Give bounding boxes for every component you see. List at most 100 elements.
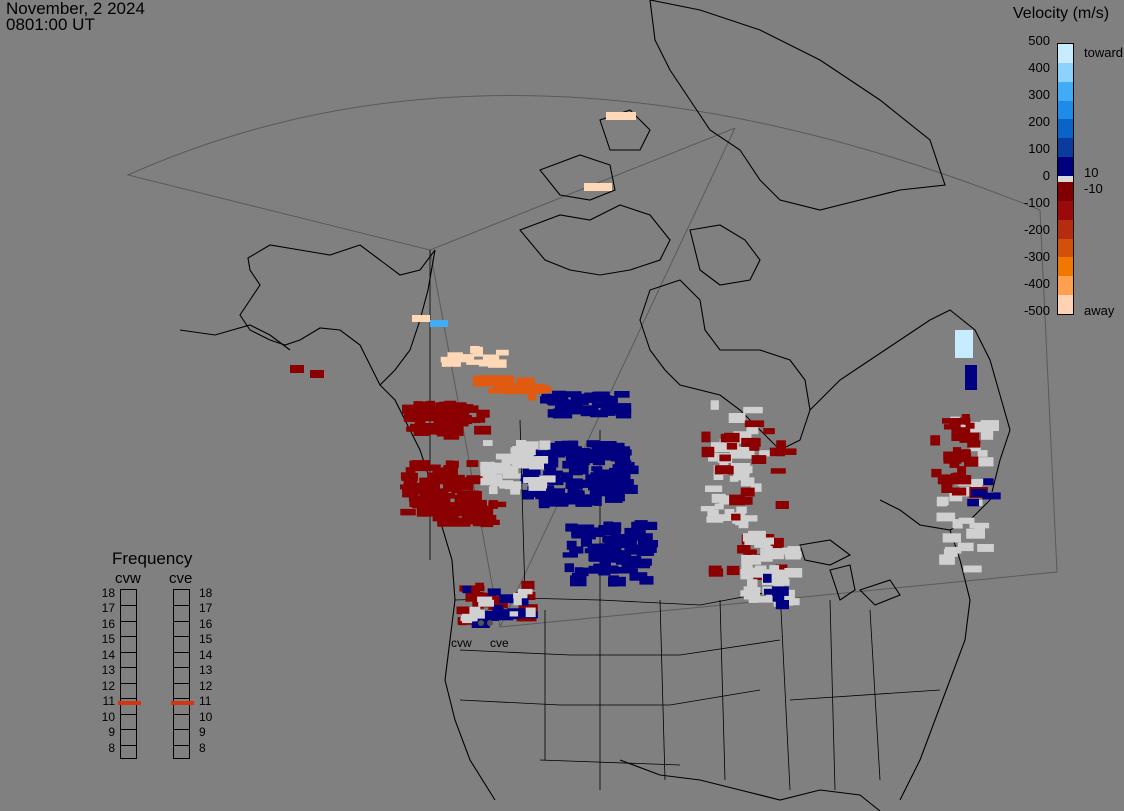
radar-cell [580,536,592,547]
radar-cell [980,420,999,431]
radar-cell [965,422,975,429]
radar-cell [613,567,631,574]
radar-cell [452,411,470,422]
frequency-gridline [174,651,189,653]
frequency-level-label: 18 [101,586,115,600]
radar-cell [604,404,621,411]
radar-cell [453,517,471,527]
radar-cell [421,479,440,489]
radar-cell [949,460,960,468]
frequency-level-label: 9 [199,725,206,740]
radar-cell [743,406,763,414]
radar-cell [454,354,475,363]
radar-cell [538,496,556,504]
frequency-gridline [174,620,189,622]
radar-cell [943,451,958,461]
frequency-gridline [174,667,189,669]
radar-cell [610,534,628,542]
frequency-level-label: 8 [108,740,115,755]
frequency-bar-cvw [118,589,141,759]
frequency-level-label: 18 [199,586,213,600]
radar-cell [565,478,583,489]
site-label-cve: cve [490,636,509,650]
radar-cell [952,447,962,456]
radar-cell [772,592,785,602]
radar-cell [580,407,599,415]
radar-cell [745,587,761,593]
velocity-tick-label: 300 [1028,87,1050,102]
frequency-gridline [121,651,136,653]
radar-cell [516,440,527,450]
radar-cell [744,420,765,428]
radar-cell [457,490,472,496]
radar-cell [504,481,522,490]
radar-cell [983,478,994,486]
radar-label-cve: cve [169,570,193,587]
radar-cell [602,536,617,543]
velocity-tick-label: 0 [1042,168,1050,183]
radar-cell [967,440,981,448]
frequency-gridline [121,713,136,715]
radar-cell [715,465,732,474]
radar-cell [714,503,724,510]
colorbar-zero-band [1058,176,1073,182]
radar-cell [638,558,652,566]
radar-cell [737,545,751,554]
radar-cell [584,548,596,554]
radar-cell [500,383,511,392]
colorbar-segment [1058,100,1073,120]
velocity-tick-label: -300 [1023,249,1050,264]
radar-cell [483,355,500,361]
radar-cell [950,473,963,484]
radar-cell [616,449,632,456]
frequency-gridline [121,620,136,622]
colorbar-segment [1058,295,1073,315]
radar-cell [740,590,760,597]
velocity-tick-label: 500 [1028,33,1050,48]
radar-cell [555,497,569,507]
radar-cell [710,400,719,410]
radar-cell [512,457,530,469]
velocity-scale-title: Velocity (m/s) [1013,5,1110,22]
radar-cell [509,611,519,617]
radar-cell [470,586,480,595]
radar-cell [787,546,801,553]
radar-cell [951,427,967,437]
frequency-gridline [121,729,136,731]
radar-cell [407,476,418,484]
radar-cell [590,409,608,418]
radar-cell [528,488,541,497]
radar-cell [771,537,784,549]
radar-cell [747,579,758,590]
radar-cell [441,467,458,477]
radar-cell [580,479,590,487]
radar-cell [451,484,463,494]
radar-cell [480,477,500,486]
frequency-level-label: 10 [101,709,115,724]
radar-cell [547,409,567,418]
radar-cell [763,573,772,583]
radar-cell [420,509,429,515]
frequency-level-label: 9 [108,725,115,740]
radar-cell [541,393,556,401]
radar-cell [610,488,620,496]
radar-cell [504,459,515,465]
radar-cell [963,565,982,573]
radar-cell [941,482,953,493]
radar-cell [763,428,775,435]
radar-cell [539,456,559,468]
radar-cell [432,406,446,412]
radar-cell [505,378,515,385]
radar-cell [609,467,622,474]
radar-cell [474,425,492,435]
colorbar-segment [1058,62,1073,83]
radar-cell [400,484,414,490]
radar-cell [951,487,967,496]
radar-cell [566,540,577,550]
frequency-marker-cvw [118,701,141,706]
radar-cell [957,475,972,485]
radar-cell [568,446,582,456]
radar-cell [502,480,512,487]
frequency-gridline [174,636,189,638]
radar-cell [439,488,449,496]
